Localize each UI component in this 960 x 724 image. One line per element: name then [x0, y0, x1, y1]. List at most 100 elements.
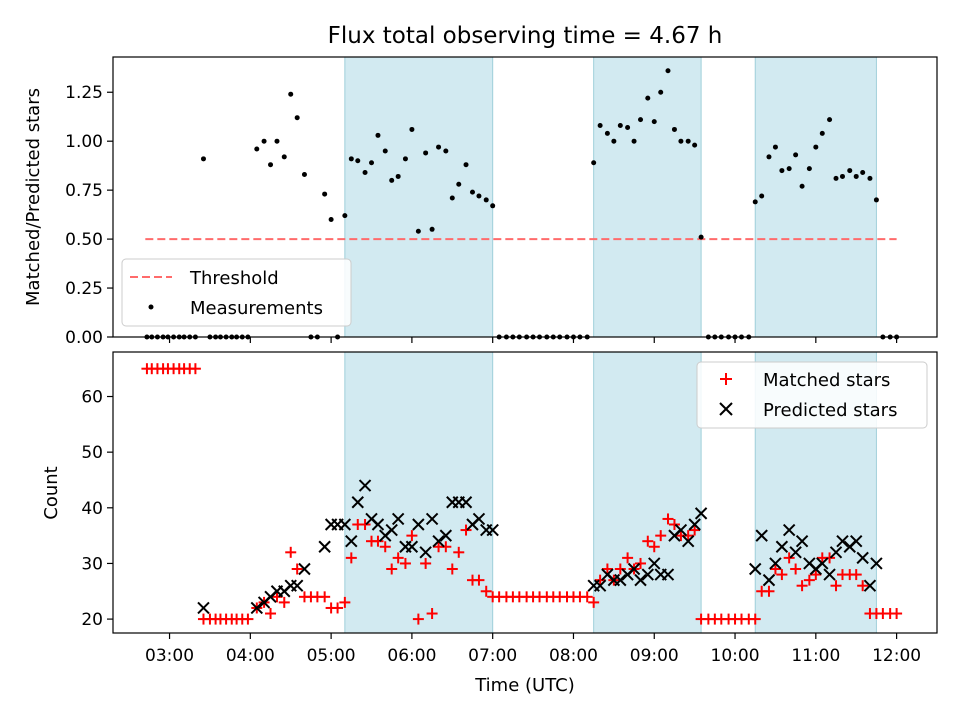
shaded-interval: [344, 56, 494, 338]
matched-star-marker: [473, 574, 485, 586]
measurement-point: [793, 152, 799, 158]
measurement-point: [867, 175, 873, 181]
predicted-star-marker: [358, 479, 372, 492]
measurement-point: [456, 181, 462, 187]
matched-star-marker: [642, 535, 654, 547]
predicted-star-marker: [634, 573, 647, 587]
predicted-star-marker: [318, 540, 331, 553]
predicted-star-marker: [459, 496, 473, 509]
shaded-interval: [593, 351, 702, 634]
matched-star-marker: [453, 546, 465, 558]
measurement-point: [591, 160, 597, 166]
matched-star-marker: [824, 552, 836, 564]
measurement-point: [254, 146, 260, 152]
measurement-point: [685, 138, 691, 144]
measurement-point: [678, 138, 684, 144]
predicted-star-marker: [863, 579, 877, 592]
predicted-star-marker: [856, 551, 869, 565]
matched-star-marker: [763, 585, 775, 597]
measurement-point: [261, 138, 267, 144]
matched-star-marker: [850, 569, 862, 581]
x-tick-label: 08:00: [549, 646, 598, 666]
measurement-point: [752, 199, 758, 205]
y-tick-label: 50: [81, 443, 103, 463]
y-tick-label: 20: [81, 610, 103, 630]
measurement-point: [806, 166, 812, 172]
matched-star-marker: [412, 613, 424, 625]
predicted-star-marker: [290, 579, 304, 592]
measurement-point: [490, 203, 496, 209]
measurement-point: [631, 138, 637, 144]
predicted-star-marker: [755, 529, 768, 542]
measurement-point: [436, 144, 442, 150]
measurement-point: [611, 138, 617, 144]
measurement-point: [813, 144, 819, 150]
measurement-point: [625, 124, 631, 130]
predicted-star-marker: [641, 568, 654, 581]
measurement-point: [268, 162, 274, 168]
matched-star-marker: [446, 563, 458, 575]
predicted-star-marker: [627, 562, 641, 576]
x-tick-label: 09:00: [630, 646, 679, 666]
measurement-point: [294, 115, 300, 121]
predicted-star-marker: [425, 512, 439, 526]
matched-star-marker: [480, 585, 492, 597]
measurement-point: [847, 168, 853, 174]
matched-star-marker: [359, 518, 371, 530]
matched-star-marker: [440, 541, 452, 553]
legend-measurements-label: Measurements: [190, 298, 323, 319]
legend-threshold-label: Threshold: [189, 268, 279, 289]
predicted-star-marker: [371, 518, 385, 531]
matched-star-marker: [857, 580, 869, 592]
matched-star-marker: [749, 613, 761, 625]
matched-star-marker: [682, 530, 694, 542]
matched-stars-points: [141, 363, 903, 625]
matched-star-marker: [803, 574, 815, 586]
measurement-point: [766, 154, 772, 160]
bottom-x-ticks: 03:00 04:00 05:00 06:00 07:00 08:00 09:00 10:00…: [145, 633, 921, 666]
predicted-star-marker: [789, 546, 802, 559]
measurement-point: [288, 91, 294, 97]
measurement-point: [328, 217, 334, 223]
predicted-star-marker: [419, 546, 432, 559]
measurement-point: [617, 123, 623, 129]
predicted-star-marker: [661, 568, 675, 581]
matched-star-marker: [460, 524, 472, 536]
y-tick-label: 0.75: [65, 181, 103, 201]
bottom-axes-frame: [112, 351, 938, 634]
matched-star-marker: [406, 530, 418, 542]
predicted-star-marker: [829, 546, 843, 559]
predicted-star-marker: [795, 534, 809, 548]
predicted-star-marker: [850, 534, 863, 548]
y-tick-label: 40: [81, 499, 103, 519]
y-tick-label: 1.25: [65, 83, 103, 103]
measurement-point: [839, 173, 845, 179]
predicted-star-marker: [351, 496, 364, 509]
matched-star-marker: [769, 563, 781, 575]
matched-star-marker: [614, 563, 626, 575]
measurement-point: [443, 148, 449, 154]
matched-star-marker: [345, 552, 357, 564]
matched-star-marker: [594, 574, 606, 586]
predicted-star-marker: [688, 518, 701, 531]
matched-star-marker: [332, 602, 344, 614]
measurement-point: [692, 142, 698, 148]
matched-star-marker: [278, 596, 290, 608]
matched-star-marker: [776, 569, 788, 581]
measurement-point: [833, 175, 839, 181]
matched-star-marker: [668, 518, 680, 530]
predicted-star-marker: [391, 512, 405, 526]
matched-star-marker: [291, 563, 303, 575]
measurement-point: [658, 89, 664, 95]
measurement-point: [698, 234, 704, 240]
matched-star-marker: [420, 557, 432, 569]
legend-predicted-swatch: [719, 402, 733, 416]
y-tick-label: 30: [81, 554, 103, 574]
predicted-star-marker: [823, 568, 836, 581]
measurement-point: [200, 156, 206, 162]
matched-star-marker: [689, 524, 701, 536]
measurement-point: [449, 195, 455, 201]
measurement-point: [382, 148, 388, 154]
measurement-point: [604, 130, 610, 136]
bottom-y-axis-label: Count: [41, 466, 62, 519]
